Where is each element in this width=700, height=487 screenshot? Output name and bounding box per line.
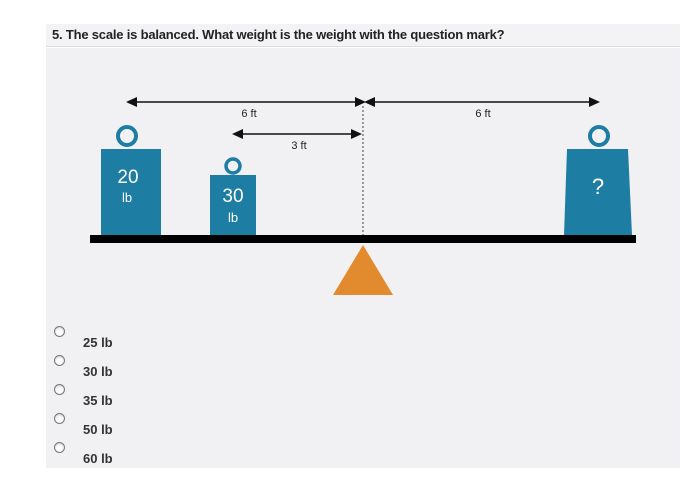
answer-option-label: 50 lb — [83, 422, 113, 437]
answer-option-1[interactable]: 25 lb — [54, 326, 214, 350]
answer-option-5[interactable]: 60 lb — [54, 442, 214, 466]
answer-option-4[interactable]: 50 lb — [54, 413, 214, 437]
question-header: 5. The scale is balanced. What weight is… — [46, 24, 680, 47]
weight-left-unit: lb — [122, 190, 132, 205]
dimension-arrow-middle — [232, 129, 362, 139]
dimension-label-middle: 3 ft — [291, 140, 306, 152]
answer-option-label: 25 lb — [83, 335, 113, 350]
answer-option-label: 60 lb — [83, 451, 113, 466]
answer-option-2[interactable]: 30 lb — [54, 355, 214, 379]
weight-middle-value: 30 — [222, 186, 243, 207]
radio-button[interactable] — [54, 442, 65, 453]
radio-button[interactable] — [54, 384, 65, 395]
fulcrum-triangle — [333, 245, 393, 295]
dimension-arrow-left — [126, 97, 366, 107]
weight-right-unknown: ? — [564, 125, 632, 235]
balance-scale-diagram: 6 ft 6 ft 3 ft 20 lb 30 lb — [90, 97, 636, 295]
weight-middle-30lb: 30 lb — [210, 157, 256, 235]
weight-right-value: ? — [592, 174, 604, 199]
dimension-label-left: 6 ft — [241, 108, 256, 120]
weight-middle-unit: lb — [228, 210, 238, 225]
question-text: 5. The scale is balanced. What weight is… — [52, 27, 505, 42]
question-panel: 6 ft 6 ft 3 ft 20 lb 30 lb — [46, 48, 680, 468]
weight-left-20lb: 20 lb — [101, 125, 161, 235]
dimension-arrow-right — [364, 97, 600, 107]
answer-option-label: 30 lb — [83, 364, 113, 379]
answer-option-3[interactable]: 35 lb — [54, 384, 214, 408]
radio-button[interactable] — [54, 413, 65, 424]
weight-left-value: 20 — [117, 167, 138, 188]
balance-beam — [90, 235, 636, 243]
dimension-label-right: 6 ft — [475, 108, 490, 120]
answer-option-label: 35 lb — [83, 393, 113, 408]
radio-button[interactable] — [54, 326, 65, 337]
radio-button[interactable] — [54, 355, 65, 366]
